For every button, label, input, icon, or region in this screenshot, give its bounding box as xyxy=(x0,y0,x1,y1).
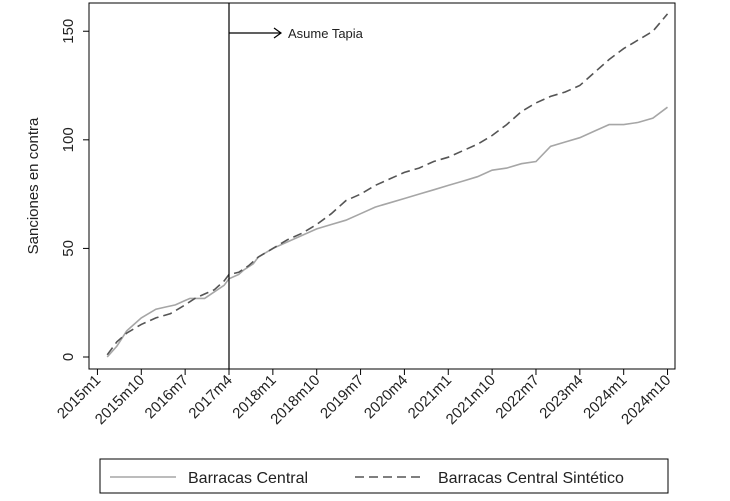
legend-box xyxy=(99,458,669,494)
x-tick-label: 2017m4 xyxy=(185,372,235,422)
annotation-label: Asume Tapia xyxy=(288,26,364,41)
x-tick-label: 2019m7 xyxy=(317,372,367,422)
y-tick-label: 100 xyxy=(60,127,77,152)
series-layer xyxy=(106,13,669,358)
y-axis-title: Sanciones en contra xyxy=(25,117,42,254)
x-tick-label: 2020m4 xyxy=(361,372,411,422)
legend: Barracas Central Barracas Central Sintét… xyxy=(99,458,669,494)
y-tick-label: 150 xyxy=(60,19,77,44)
legend-label-barracas-central-sintetico: Barracas Central Sintético xyxy=(438,470,624,487)
annotation-arrowhead xyxy=(273,27,283,39)
x-tick-label: 2022m7 xyxy=(492,372,542,422)
legend-label-barracas-central: Barracas Central xyxy=(188,470,308,487)
plot-frame xyxy=(88,2,676,370)
y-axis: 0 50 100 150 xyxy=(60,19,89,361)
x-tick-label: 2023m4 xyxy=(536,372,586,422)
series-line-barracas-central xyxy=(106,106,668,358)
x-axis: 2015m12015m102016m72017m42018m12018m1020… xyxy=(54,369,674,428)
series-line-barracas-central-sintetico xyxy=(106,13,669,356)
y-tick-label: 50 xyxy=(60,240,77,257)
x-tick-label: 2016m7 xyxy=(142,372,192,422)
y-tick-label: 0 xyxy=(60,353,77,361)
